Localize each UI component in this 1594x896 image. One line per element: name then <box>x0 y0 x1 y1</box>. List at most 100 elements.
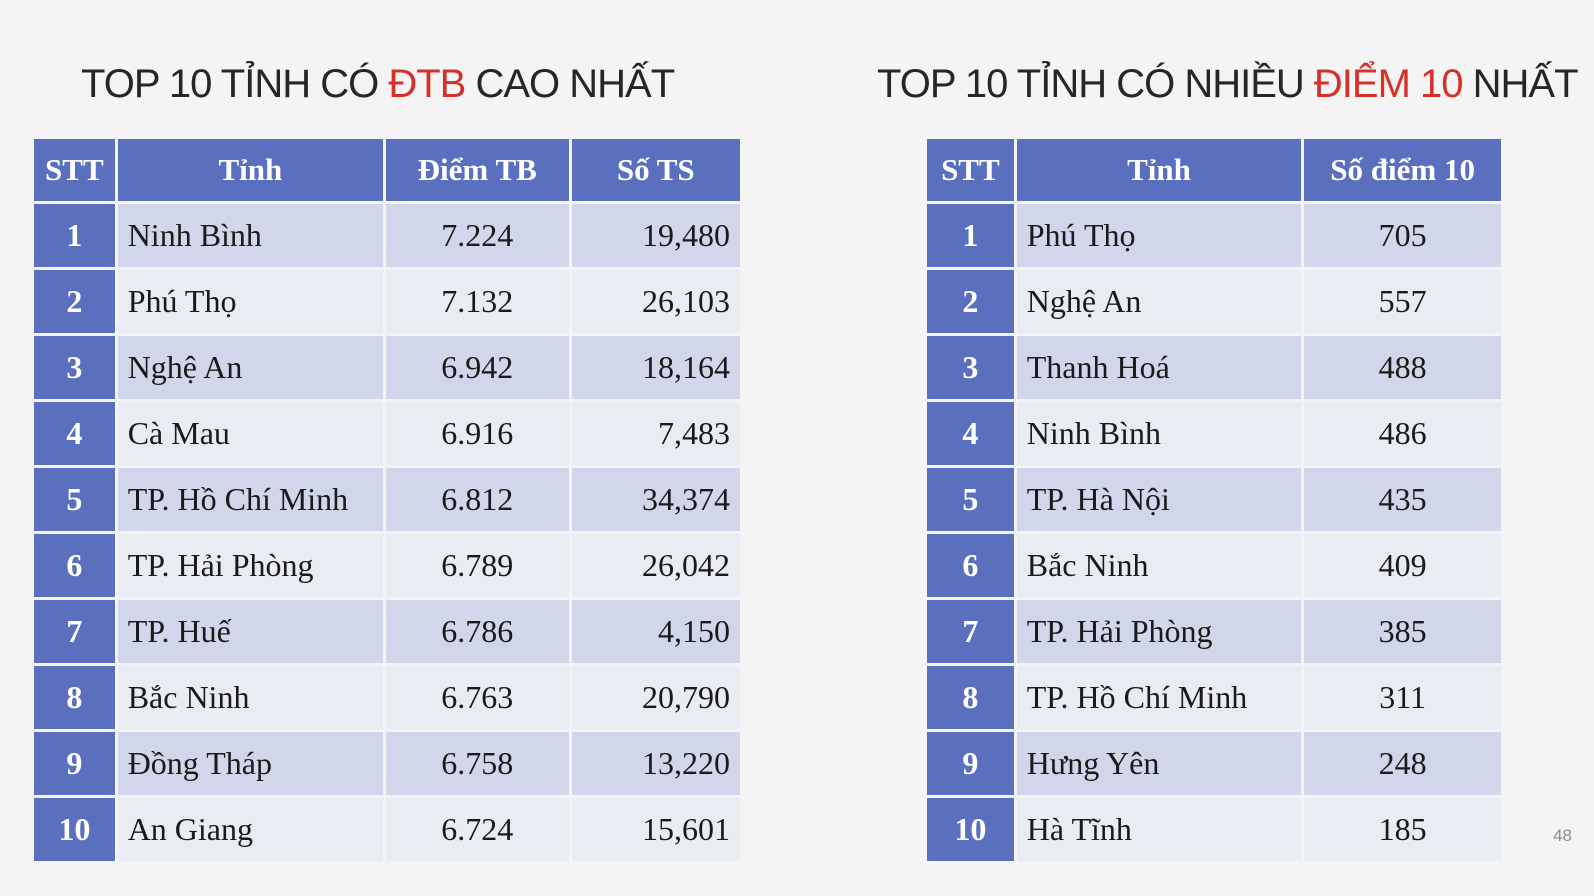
table-header-row: STT Tỉnh Điểm TB Số TS <box>34 139 740 201</box>
cell-tinh: An Giang <box>117 798 383 861</box>
cell-tinh: TP. Hải Phòng <box>117 534 383 597</box>
right-title-prefix: TOP 10 TỈNH CÓ NHIỀU <box>877 62 1314 106</box>
cell-tinh: Hưng Yên <box>1016 732 1302 795</box>
cell-tinh: TP. Hà Nội <box>1016 468 1302 531</box>
cell-diem-tb: 6.942 <box>385 336 569 399</box>
cell-tinh: Ninh Bình <box>1016 402 1302 465</box>
left-title-highlight: ĐTB <box>388 62 466 106</box>
table-header-row: STT Tỉnh Số điểm 10 <box>927 139 1501 201</box>
header-so-diem-10: Số điểm 10 <box>1304 139 1501 201</box>
cell-stt: 5 <box>927 468 1014 531</box>
cell-so-ts: 13,220 <box>571 732 740 795</box>
page-number: 48 <box>1553 826 1572 845</box>
table-row: 4 Cà Mau 6.916 7,483 <box>34 402 740 465</box>
cell-stt: 4 <box>927 402 1014 465</box>
header-stt: STT <box>927 139 1014 201</box>
cell-stt: 7 <box>34 600 115 663</box>
table-row: 6 Bắc Ninh 409 <box>927 534 1501 597</box>
cell-tinh: Phú Thọ <box>1016 204 1302 267</box>
cell-so-ts: 34,374 <box>571 468 740 531</box>
table-row: 8 Bắc Ninh 6.763 20,790 <box>34 666 740 729</box>
table-row: 4 Ninh Bình 486 <box>927 402 1501 465</box>
cell-so-diem-10: 409 <box>1304 534 1501 597</box>
cell-stt: 2 <box>34 270 115 333</box>
cell-stt: 2 <box>927 270 1014 333</box>
cell-so-diem-10: 185 <box>1304 798 1501 861</box>
cell-tinh: Phú Thọ <box>117 270 383 333</box>
header-stt: STT <box>34 139 115 201</box>
cell-so-diem-10: 488 <box>1304 336 1501 399</box>
cell-so-ts: 18,164 <box>571 336 740 399</box>
left-title-suffix: CAO NHẤT <box>465 62 675 106</box>
cell-stt: 8 <box>34 666 115 729</box>
cell-tinh: Cà Mau <box>117 402 383 465</box>
cell-stt: 10 <box>34 798 115 861</box>
cell-stt: 8 <box>927 666 1014 729</box>
cell-diem-tb: 6.758 <box>385 732 569 795</box>
cell-stt: 5 <box>34 468 115 531</box>
table-row: 1 Ninh Bình 7.224 19,480 <box>34 204 740 267</box>
score-10-table: STT Tỉnh Số điểm 10 1 Phú Thọ 705 2 Nghệ An 5… <box>924 136 1504 864</box>
cell-diem-tb: 7.132 <box>385 270 569 333</box>
cell-so-ts: 15,601 <box>571 798 740 861</box>
cell-tinh: Đồng Tháp <box>117 732 383 795</box>
cell-diem-tb: 6.812 <box>385 468 569 531</box>
cell-tinh: TP. Hồ Chí Minh <box>117 468 383 531</box>
table-row: 6 TP. Hải Phòng 6.789 26,042 <box>34 534 740 597</box>
right-title-suffix: NHẤT <box>1462 62 1579 106</box>
cell-tinh: Nghệ An <box>117 336 383 399</box>
cell-so-diem-10: 486 <box>1304 402 1501 465</box>
avg-score-table: STT Tỉnh Điểm TB Số TS 1 Ninh Bình 7.224 19… <box>31 136 743 864</box>
table-row: 5 TP. Hà Nội 435 <box>927 468 1501 531</box>
cell-so-diem-10: 705 <box>1304 204 1501 267</box>
cell-diem-tb: 6.916 <box>385 402 569 465</box>
table-row: 2 Nghệ An 557 <box>927 270 1501 333</box>
cell-stt: 9 <box>34 732 115 795</box>
cell-tinh: Bắc Ninh <box>117 666 383 729</box>
cell-diem-tb: 6.786 <box>385 600 569 663</box>
table-row: 7 TP. Huế 6.786 4,150 <box>34 600 740 663</box>
cell-tinh: TP. Hồ Chí Minh <box>1016 666 1302 729</box>
cell-so-diem-10: 557 <box>1304 270 1501 333</box>
cell-so-ts: 26,103 <box>571 270 740 333</box>
cell-stt: 6 <box>927 534 1014 597</box>
table-row: 3 Nghệ An 6.942 18,164 <box>34 336 740 399</box>
cell-stt: 4 <box>34 402 115 465</box>
header-tinh: Tỉnh <box>117 139 383 201</box>
table-row: 9 Đồng Tháp 6.758 13,220 <box>34 732 740 795</box>
cell-stt: 3 <box>34 336 115 399</box>
left-title-prefix: TOP 10 TỈNH CÓ <box>81 62 389 106</box>
table-row: 10 Hà Tĩnh 185 <box>927 798 1501 861</box>
table-row: 8 TP. Hồ Chí Minh 311 <box>927 666 1501 729</box>
left-table-title: TOP 10 TỈNH CÓ ĐTB CAO NHẤT <box>81 62 675 107</box>
cell-stt: 6 <box>34 534 115 597</box>
cell-so-diem-10: 248 <box>1304 732 1501 795</box>
cell-so-diem-10: 435 <box>1304 468 1501 531</box>
right-title-highlight: ĐIỂM 10 <box>1313 62 1464 106</box>
cell-so-diem-10: 311 <box>1304 666 1501 729</box>
cell-so-ts: 4,150 <box>571 600 740 663</box>
cell-so-ts: 26,042 <box>571 534 740 597</box>
cell-stt: 1 <box>34 204 115 267</box>
table-row: 7 TP. Hải Phòng 385 <box>927 600 1501 663</box>
cell-diem-tb: 6.724 <box>385 798 569 861</box>
right-table-title: TOP 10 TỈNH CÓ NHIỀU ĐIỂM 10 NHẤT <box>877 62 1579 107</box>
table-row: 3 Thanh Hoá 488 <box>927 336 1501 399</box>
cell-stt: 9 <box>927 732 1014 795</box>
header-diem-tb: Điểm TB <box>385 139 569 201</box>
cell-tinh: TP. Hải Phòng <box>1016 600 1302 663</box>
cell-tinh: Nghệ An <box>1016 270 1302 333</box>
cell-stt: 3 <box>927 336 1014 399</box>
cell-stt: 10 <box>927 798 1014 861</box>
cell-so-ts: 20,790 <box>571 666 740 729</box>
cell-tinh: TP. Huế <box>117 600 383 663</box>
cell-stt: 1 <box>927 204 1014 267</box>
header-so-ts: Số TS <box>571 139 740 201</box>
cell-stt: 7 <box>927 600 1014 663</box>
cell-so-ts: 7,483 <box>571 402 740 465</box>
table-row: 1 Phú Thọ 705 <box>927 204 1501 267</box>
cell-diem-tb: 7.224 <box>385 204 569 267</box>
cell-tinh: Hà Tĩnh <box>1016 798 1302 861</box>
cell-tinh: Bắc Ninh <box>1016 534 1302 597</box>
table-row: 5 TP. Hồ Chí Minh 6.812 34,374 <box>34 468 740 531</box>
